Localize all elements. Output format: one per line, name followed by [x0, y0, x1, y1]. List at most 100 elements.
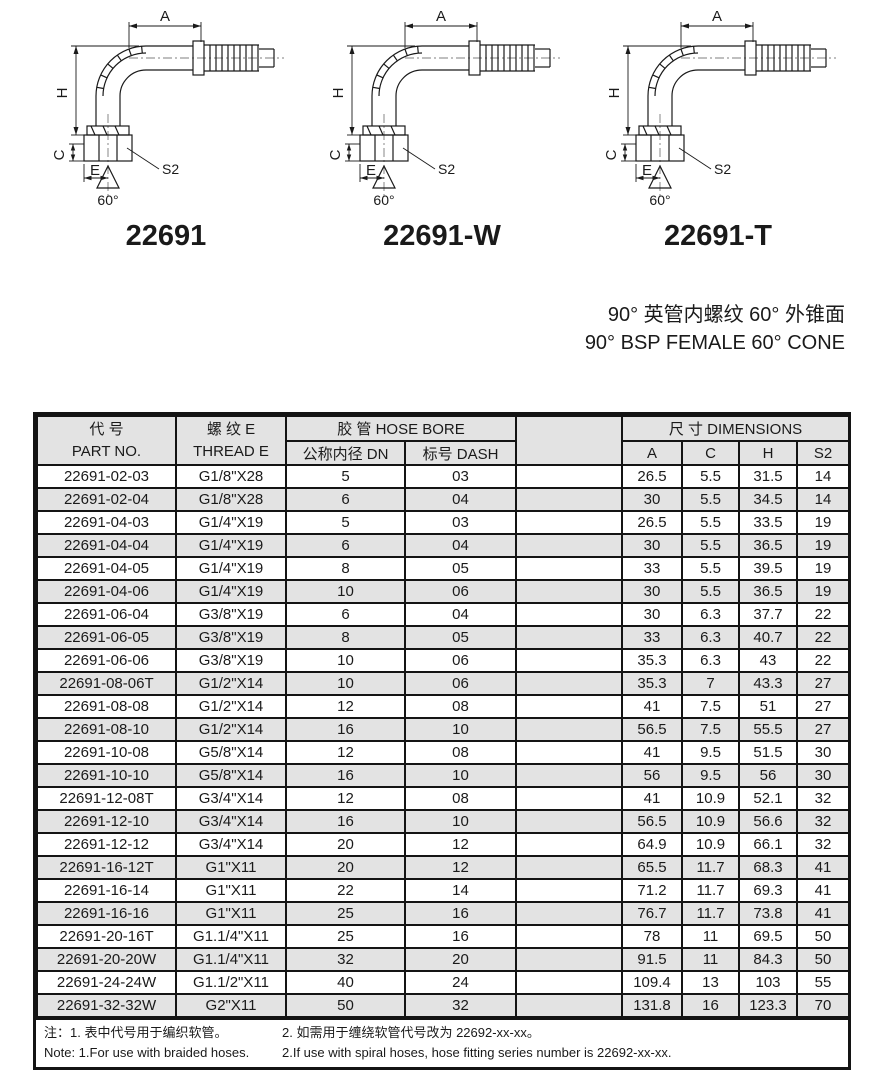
table-row: 22691-04-05 G1/4"X19 8 05 33 5.5 39.5 19: [36, 556, 851, 581]
cell-dim-c: 5.5: [681, 579, 740, 604]
cell-dim-c: 5.5: [681, 464, 740, 489]
cell-dim-c: 11.7: [681, 878, 740, 903]
cell-dash: 24: [404, 970, 517, 995]
cell-dim-s2: 50: [795, 947, 851, 972]
cell-dash: 16: [404, 924, 517, 949]
cell-dim-h: 37.7: [738, 602, 798, 627]
table-row: 22691-04-03 G1/4"X19 5 03 26.5 5.5 33.5 19: [36, 510, 851, 535]
cell-part-no: 22691-16-12T: [36, 855, 177, 880]
cell-thread: G1"X11: [175, 878, 287, 903]
dim-label-e: E: [366, 162, 376, 179]
spec-table: 代 号 PART NO. 螺 纹 E THREAD E 胶 管 HOSE BOR…: [36, 415, 851, 1018]
dim-label-c: C: [327, 149, 344, 160]
part-caption: 22691-W: [383, 220, 501, 252]
cell-dim-c: 13: [681, 970, 740, 995]
cell-dim-c: 10.9: [681, 832, 740, 857]
cell-dim-s2: 14: [795, 464, 851, 489]
cell-part-no: 22691-04-05: [36, 556, 177, 581]
cell-thread: G1"X11: [175, 901, 287, 926]
cell-dim-c: 6.3: [681, 625, 740, 650]
cell-dim-s2: 27: [795, 717, 851, 742]
cell-dash: 04: [404, 602, 517, 627]
cell-dim-h: 40.7: [738, 625, 798, 650]
cell-dim-h: 34.5: [738, 487, 798, 512]
cell-dn: 16: [285, 809, 406, 834]
dim-label-a: A: [436, 8, 446, 25]
cell-dn: 50: [285, 993, 406, 1018]
table-row: 22691-06-06 G3/8"X19 10 06 35.3 6.3 43 22: [36, 648, 851, 673]
header-blank: [515, 415, 623, 466]
cell-blank: [515, 832, 623, 857]
cell-dim-a: 76.7: [621, 901, 683, 926]
note-en-2: 2.If use with spiral hoses, hose fitting…: [282, 1045, 672, 1060]
cell-part-no: 22691-04-06: [36, 579, 177, 604]
header-thread: 螺 纹 E THREAD E: [175, 415, 287, 466]
cell-dim-a: 56.5: [621, 809, 683, 834]
cell-part-no: 22691-20-16T: [36, 924, 177, 949]
cell-blank: [515, 993, 623, 1018]
cell-dn: 25: [285, 924, 406, 949]
cell-part-no: 22691-04-03: [36, 510, 177, 535]
cell-thread: G5/8"X14: [175, 763, 287, 788]
cell-dash: 05: [404, 556, 517, 581]
header-col-c: C: [681, 440, 740, 466]
cell-blank: [515, 625, 623, 650]
header-dn: 公称内径 DN: [285, 440, 406, 466]
note-zh-1: 注：1. 表中代号用于编织软管。: [44, 1025, 228, 1040]
cell-dn: 40: [285, 970, 406, 995]
cell-dim-a: 56.5: [621, 717, 683, 742]
cell-blank: [515, 579, 623, 604]
dim-label-a: A: [712, 8, 722, 25]
cell-thread: G1/4"X19: [175, 510, 287, 535]
cell-dim-h: 56.6: [738, 809, 798, 834]
cell-part-no: 22691-06-06: [36, 648, 177, 673]
table-row: 22691-20-16T G1.1/4"X11 25 16 78 11 69.5 50: [36, 924, 851, 949]
header-part-no: 代 号 PART NO.: [36, 415, 177, 466]
fitting-drawing: A H C E S2 60°: [327, 8, 561, 208]
part-caption: 22691: [125, 220, 207, 252]
cell-dim-s2: 22: [795, 625, 851, 650]
dim-label-h: H: [330, 88, 347, 99]
cell-dash: 12: [404, 832, 517, 857]
cell-part-no: 22691-24-24W: [36, 970, 177, 995]
cell-dash: 08: [404, 740, 517, 765]
cell-dim-c: 7.5: [681, 717, 740, 742]
cell-dim-a: 33: [621, 625, 683, 650]
fitting-drawing: A H C E S2 60°: [603, 8, 837, 208]
cell-thread: G1.1/4"X11: [175, 924, 287, 949]
cell-dim-s2: 22: [795, 602, 851, 627]
cell-dim-a: 30: [621, 533, 683, 558]
cell-dim-h: 52.1: [738, 786, 798, 811]
cell-blank: [515, 924, 623, 949]
cell-dim-h: 43: [738, 648, 798, 673]
cell-thread: G3/4"X14: [175, 786, 287, 811]
header-part-no-zh: 代 号: [89, 420, 124, 438]
table-row: 22691-12-12 G3/4"X14 20 12 64.9 10.9 66.1 32: [36, 832, 851, 857]
cell-dn: 12: [285, 740, 406, 765]
cell-dash: 14: [404, 878, 517, 903]
cell-blank: [515, 970, 623, 995]
cell-dn: 5: [285, 464, 406, 489]
cell-dn: 10: [285, 579, 406, 604]
cell-thread: G1/8"X28: [175, 487, 287, 512]
cell-blank: [515, 648, 623, 673]
cell-thread: G1.1/2"X11: [175, 970, 287, 995]
header-part-no-en: PART NO.: [71, 442, 142, 460]
table-row: 22691-24-24W G1.1/2"X11 40 24 109.4 13 103 55: [36, 970, 851, 995]
cell-dim-c: 6.3: [681, 602, 740, 627]
cell-dim-s2: 19: [795, 556, 851, 581]
cell-dn: 12: [285, 694, 406, 719]
cell-dash: 06: [404, 648, 517, 673]
cell-dn: 20: [285, 855, 406, 880]
header-hose-bore: 胶 管 HOSE BORE: [285, 415, 517, 442]
note-en-1: Note: 1.For use with braided hoses.: [44, 1045, 250, 1060]
cell-dim-a: 35.3: [621, 648, 683, 673]
dim-label-c: C: [51, 149, 68, 160]
cell-part-no: 22691-16-14: [36, 878, 177, 903]
cell-dim-c: 9.5: [681, 763, 740, 788]
cell-dash: 08: [404, 786, 517, 811]
cell-dn: 10: [285, 671, 406, 696]
cell-dim-h: 36.5: [738, 533, 798, 558]
header-col-a: A: [621, 440, 683, 466]
header-thread-en: THREAD E: [193, 442, 269, 460]
